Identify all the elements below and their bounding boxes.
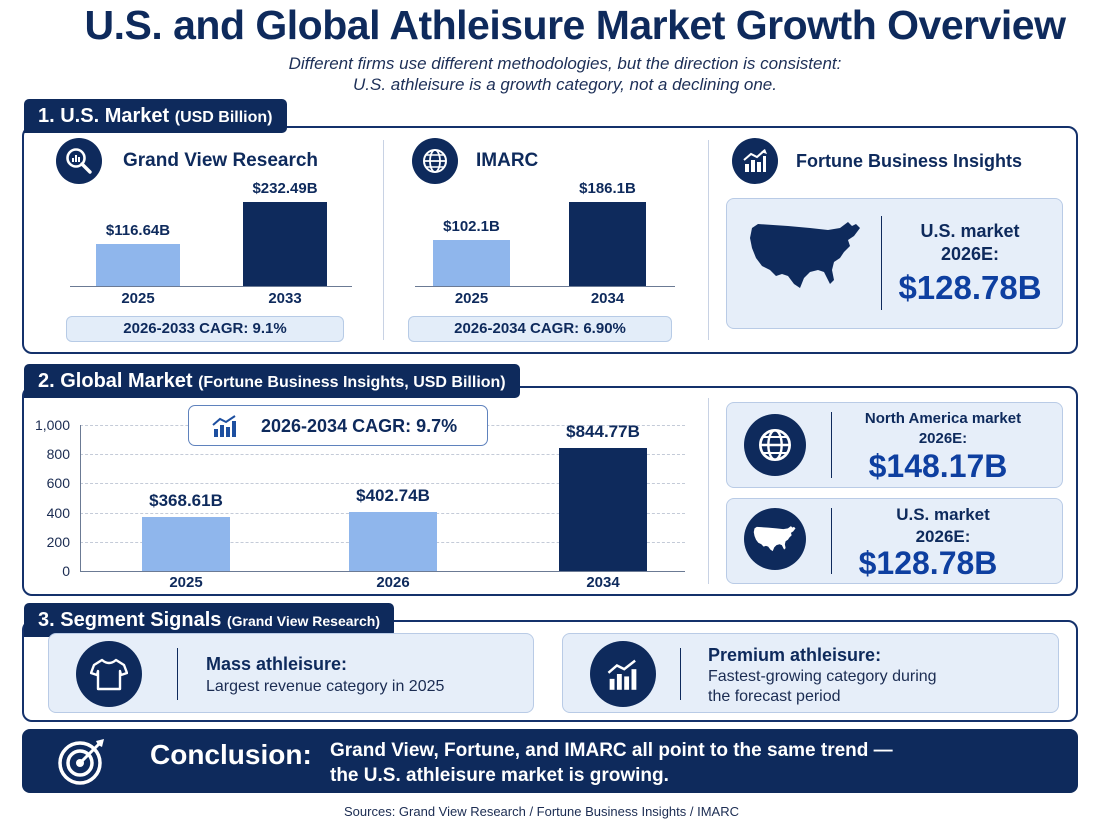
divider — [383, 140, 384, 340]
mass-athleisure-title: Mass athleisure: — [206, 654, 348, 674]
imarc-cagr-pill: 2026-2034 CAGR: 6.90% — [408, 316, 672, 342]
global-cagr-text: 2026-2034 CAGR: 9.7% — [261, 416, 458, 436]
x-tick-label: 2025 — [169, 574, 203, 591]
na-market-value: $148.17B — [868, 448, 1008, 484]
data-label: $186.1B — [579, 180, 636, 197]
x-tick-label: 2033 — [268, 290, 302, 307]
segment-signals-tab: 3. Segment Signals (Grand View Research) — [24, 603, 394, 637]
source-name-fortune: Fortune Business Insights — [796, 151, 1023, 171]
global-cagr-badge: 2026-2034 CAGR: 9.7% — [188, 405, 488, 446]
us-market-value: $128.78B — [858, 545, 998, 581]
x-axis-line — [80, 571, 685, 572]
segment-signals-tab-title: 3. Segment Signals — [38, 609, 222, 631]
fbi-us-year: 2026E: — [940, 244, 1000, 264]
usa-map-icon — [748, 218, 864, 299]
divider — [881, 216, 882, 310]
na-market-label: North America market — [864, 410, 1022, 427]
divider — [708, 398, 709, 584]
y-axis-line — [80, 425, 81, 571]
sources-footer: Sources: Grand View Research / Fortune B… — [344, 804, 739, 819]
us-market-label: U.S. market — [896, 505, 990, 524]
mass-athleisure-desc: Largest revenue category in 2025 — [206, 678, 445, 695]
data-label: $368.61B — [149, 491, 223, 511]
chart-baseline — [70, 286, 352, 287]
page-title: U.S. and Global Athleisure Market Growth… — [84, 2, 1066, 48]
y-tick-label: 800 — [46, 446, 70, 463]
tshirt-icon — [76, 641, 142, 707]
gridline — [80, 454, 685, 456]
global-bar-chart: 0 200 400 600 800 1,000 $368.61B 2025 $402.74B 20… — [30, 404, 690, 594]
conclusion-line-2: the U.S. athleisure market is growing. — [330, 765, 669, 786]
bar — [96, 243, 180, 286]
segment-signals-tab-source: (Grand View Research) — [226, 613, 380, 629]
y-tick-label: 400 — [46, 504, 70, 521]
fbi-us-label: U.S. market — [920, 221, 1020, 241]
x-tick-label: 2025 — [121, 290, 155, 307]
bar — [243, 202, 327, 286]
growth-chart-icon — [732, 138, 778, 184]
y-tick-label: 0 — [62, 563, 70, 579]
fbi-us-value: $128.78B — [898, 269, 1042, 306]
bar — [433, 239, 510, 286]
target-icon — [56, 737, 108, 792]
bar — [349, 512, 437, 571]
global-market-tab: 2. Global Market (Fortune Business Insig… — [24, 364, 520, 398]
y-tick-label: 200 — [46, 533, 70, 550]
gridline — [80, 483, 685, 485]
premium-athleisure-desc-2: the forecast period — [708, 688, 841, 705]
divider — [680, 648, 681, 700]
bar — [142, 517, 230, 571]
divider — [177, 648, 178, 700]
data-label: $402.74B — [356, 486, 430, 506]
premium-athleisure-title: Premium athleisure: — [708, 645, 882, 665]
usa-map-icon — [744, 508, 806, 570]
global-market-tab-unit: (Fortune Business Insights, USD Billion) — [198, 374, 506, 391]
us-market-tab-title: 1. U.S. Market — [38, 105, 170, 127]
y-tick-label: 600 — [46, 475, 70, 492]
magnifier-chart-icon — [56, 138, 102, 184]
divider — [708, 140, 709, 340]
globe-icon — [412, 138, 458, 184]
gvr-bar-chart: $116.64B 2025 $232.49B 2033 — [70, 175, 352, 310]
data-label: $102.1B — [443, 217, 500, 235]
globe-icon — [744, 414, 806, 476]
subtitle-line-2: U.S. athleisure is a growth category, no… — [353, 75, 777, 94]
divider — [831, 508, 832, 574]
source-name-imarc: IMARC — [476, 150, 539, 171]
premium-athleisure-desc-1: Fastest-growing category during — [708, 668, 937, 685]
na-market-year: 2026E: — [918, 430, 968, 447]
global-market-tab-title: 2. Global Market — [38, 370, 193, 392]
x-tick-label: 2026 — [376, 574, 410, 591]
chart-baseline — [415, 286, 675, 287]
data-label: $116.64B — [105, 221, 171, 239]
us-market-tab: 1. U.S. Market (USD Billion) — [24, 99, 287, 133]
bar — [559, 447, 647, 571]
us-market-tab-unit: (USD Billion) — [174, 109, 273, 126]
conclusion-banner — [22, 729, 1078, 793]
growth-chart-icon — [590, 641, 656, 707]
y-tick-label: 1,000 — [34, 417, 70, 433]
growth-chart-icon — [212, 415, 236, 437]
data-label: $232.49B — [252, 180, 318, 197]
imarc-bar-chart: $102.1B 2025 $186.1B 2034 — [415, 175, 675, 310]
x-tick-label: 2025 — [454, 290, 489, 307]
subtitle-line-1: Different firms use different methodolog… — [288, 54, 842, 73]
data-label: $844.77B — [566, 421, 640, 441]
conclusion-label: Conclusion: — [150, 739, 312, 770]
bar — [569, 202, 646, 286]
us-market-year: 2026E: — [915, 527, 971, 546]
gvr-cagr-pill: 2026-2033 CAGR: 9.1% — [66, 316, 344, 342]
x-tick-label: 2034 — [590, 290, 625, 307]
x-tick-label: 2034 — [586, 574, 620, 591]
conclusion-line-1: Grand View, Fortune, and IMARC all point… — [330, 740, 893, 761]
divider — [831, 412, 832, 478]
source-name-grand-view: Grand View Research — [123, 150, 319, 171]
